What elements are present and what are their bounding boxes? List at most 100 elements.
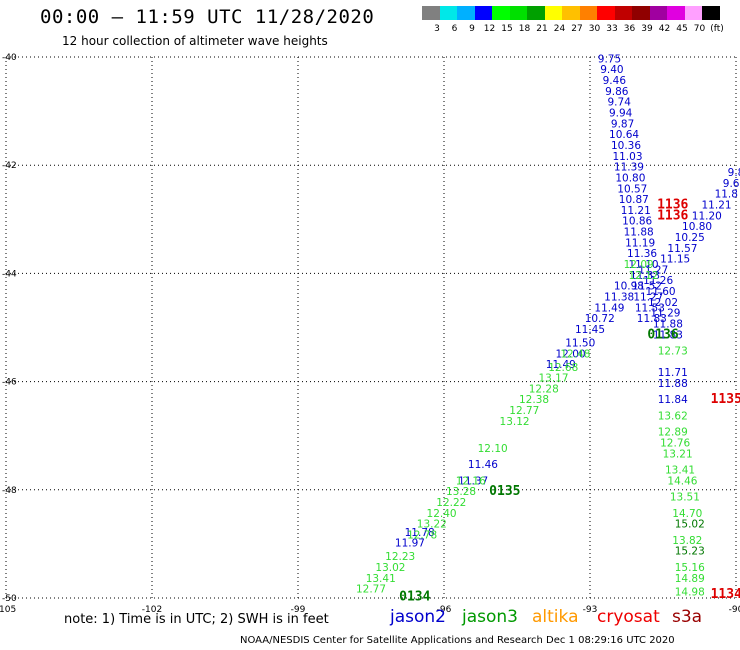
legend-swatch [474,6,492,20]
time-label: 1136 [657,197,688,212]
wave-height-value: 14.98 [675,586,705,598]
wave-height-value: 15.23 [675,546,705,558]
wave-height-value: 13.17 [538,373,568,385]
wave-height-value: 13.82 [672,535,702,547]
wave-height-value: 9.40 [600,64,623,76]
wave-height-value: 12.68 [548,362,578,374]
wave-height-value: 11.39 [614,162,644,174]
page-title: 00:00 – 11:59 UTC 11/28/2020 [40,6,375,28]
wave-height-value: 13.12 [500,416,530,428]
wave-height-value: 10.80 [615,172,645,184]
legend-label: 24 [553,24,566,34]
legend-swatch [597,6,615,20]
wave-height-value: 11.49 [546,359,576,371]
wave-height-value: 11.26 [643,275,673,287]
lon-tick-label: -96 [437,605,452,615]
wave-height-value: 12.23 [385,551,415,563]
wave-height-value: 9.87 [611,118,634,130]
legend-label: 45 [676,24,688,34]
wave-height-value: 11.83 [637,313,667,325]
lon-tick-label: -99 [291,605,306,615]
wave-height-value: 11.27 [638,264,668,276]
wave-height-value: 12.73 [658,346,688,358]
legend-swatch [562,6,580,20]
time-label: 0136 [647,327,678,342]
wave-height-value: 11.50 [565,337,595,349]
map-grid [5,56,737,599]
wave-height-value: 12.77 [509,405,539,417]
wave-height-value: 11.49 [594,302,624,314]
legend-label: 42 [658,24,671,34]
wave-height-value: 11.57 [667,243,697,255]
wave-height-value: 11.36 [627,248,657,260]
time-label: 1134 [711,587,740,602]
legend-swatch [544,6,562,20]
note-text: note: 1) Time is in UTC; 2) SWH is in fe… [64,612,329,627]
legend-swatch [632,6,650,20]
satellite-name: jason2 [390,607,446,627]
wave-height-value: 13.41 [665,465,695,477]
legend-swatch [527,6,545,20]
legend-label: 39 [641,24,653,34]
wave-height-value: 11.71 [658,367,688,379]
legend-label: 3 [434,24,440,34]
wave-height-value: 12.48 [560,348,590,360]
wave-height-value: 13.62 [658,410,688,422]
satellite-name: jason3 [462,607,518,627]
wave-height-value: 12.89 [658,427,688,439]
legend-swatch [702,6,720,20]
legend-label: 70 [693,24,706,34]
wave-height-value: 11.88 [658,378,688,390]
wave-height-value: 15.02 [675,519,705,531]
time-label: 1136 [657,208,688,223]
lat-tick-label: -46 [2,378,17,388]
wave-height-value: 13.02 [375,562,405,574]
wave-height-value: 9.74 [608,97,632,109]
lon-tick-label: -90 [729,605,740,615]
wave-height-value: 13.22 [417,519,447,531]
wave-height-value: 9.6 [723,178,740,190]
wave-height-value: 11.52 [632,281,662,293]
lon-tick-label: -102 [142,605,162,615]
wave-height-value: 12.12 [629,270,659,282]
wave-height-value: 11.88 [653,319,683,331]
wave-height-value: 14.70 [672,508,702,520]
wave-height-value: 11.21 [702,199,732,211]
time-label: 1135 [711,392,740,407]
wave-height-value: 10.87 [619,194,649,206]
satellite-name: cryosat [597,607,660,627]
legend-label: 30 [588,24,601,34]
wave-height-value: 12.28 [529,383,559,395]
legend-label: 18 [518,24,531,34]
wave-height-value: 11.27 [633,291,663,303]
wave-height-value: 11.29 [650,308,680,320]
wave-height-value: 11.03 [612,151,642,163]
wave-height-value: 11.33 [630,270,660,282]
wave-height-value: 11.88 [624,227,654,239]
legend-swatch [422,6,440,20]
wave-height-value: 12.02 [648,297,678,309]
legend-swatch [614,6,632,20]
legend-swatch [684,6,702,20]
wave-height-value: 11.10 [629,259,659,271]
wave-height-value: 9.86 [605,86,629,98]
legend-label: (ft) [710,24,724,34]
wave-height-value: 12.38 [519,394,549,406]
wave-height-value: 14.46 [667,475,697,487]
wave-height-value: 15.16 [675,562,705,574]
wave-height-value: 11.37 [458,475,488,487]
time-label: 0134 [399,590,430,605]
wave-height-value: 9.46 [603,75,627,87]
legend-label: 15 [501,24,513,34]
wave-height-value: 12.78 [407,529,437,541]
legend-swatch [579,6,597,20]
wave-height-value: 11.83 [653,329,683,341]
wave-height-value: 12.00 [556,348,586,360]
lat-tick-label: -42 [2,161,17,171]
wave-height-value: 12.09 [624,259,654,271]
legend-swatch [509,6,527,20]
wave-height-value: 10.98 [614,281,644,293]
wave-height-value: 13.28 [446,486,476,498]
wave-height-value: 11.97 [395,538,425,550]
